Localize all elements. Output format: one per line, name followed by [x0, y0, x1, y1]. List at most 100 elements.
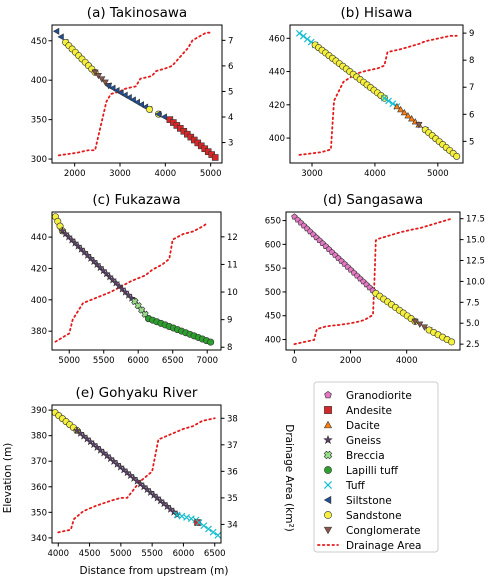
y-tick-label: 600 — [265, 240, 281, 250]
x-tick-label: 3000 — [109, 169, 131, 179]
gneiss-point — [82, 434, 92, 443]
gneiss-point — [96, 263, 105, 272]
legend-marker — [324, 406, 332, 414]
legend-item-dacite: Dacite — [323, 420, 380, 432]
sandstone-point — [448, 338, 456, 346]
y2-tick-label: 35 — [227, 494, 238, 504]
gneiss-point — [102, 269, 111, 278]
y-tick-label: 340 — [31, 534, 47, 544]
drainage-area-line — [293, 217, 453, 346]
conglomerate-point — [91, 69, 99, 76]
legend-label: Drainage Area — [346, 540, 421, 552]
gneiss-point — [159, 499, 168, 508]
gneiss-point — [111, 278, 120, 287]
x-tick-label: 6500 — [162, 356, 184, 366]
siltstone-point — [113, 86, 120, 94]
x-tick-label: 6000 — [127, 356, 149, 366]
x-tick-label: 4000 — [396, 356, 418, 366]
x-tick-label: 5000 — [58, 356, 80, 366]
plot-frame — [51, 404, 222, 544]
y2-tick-label: 4 — [228, 113, 233, 123]
gneiss-point — [89, 257, 98, 265]
legend-item-drainage-area: Drainage Area — [317, 540, 421, 552]
gneiss-point — [166, 504, 175, 513]
y2-tick-label: 5 — [228, 87, 233, 97]
tuff-point — [296, 29, 303, 37]
y2-axis-label: Drainage Area (km²) — [283, 424, 295, 532]
panel-2: (b) Hisawa 3000 4000 5000 400 420 440 460 5 6 7 8 9 — [269, 5, 475, 179]
tuff-point — [195, 519, 203, 526]
drainage-area-line — [57, 417, 216, 534]
legend-label: Siltstone — [346, 495, 392, 507]
legend-item-granodiorite: Granodiorite — [324, 390, 412, 402]
legend-marker — [324, 391, 332, 399]
conglomerate-point — [98, 76, 106, 83]
legend-item-sandstone: Sandstone — [324, 510, 402, 522]
gneiss-point — [76, 429, 85, 437]
gneiss-point — [143, 485, 152, 494]
legend-item-breccia: Breccia — [323, 450, 385, 462]
legend: Granodiorite Andesite Dacite Gneiss Breccia L… — [313, 381, 439, 553]
siltstone-point — [125, 94, 132, 102]
legend-label: Dacite — [346, 420, 380, 432]
dacite-point — [397, 105, 405, 113]
tuff-point — [205, 525, 212, 533]
panel-1: (a) Takinosawa 2000 3000 4000 5000 300 350 400 4… — [31, 5, 234, 179]
gneiss-point — [77, 244, 86, 253]
legend-label: Conglomerate — [346, 525, 420, 537]
gneiss-point — [105, 272, 114, 281]
gneiss-point — [92, 260, 102, 269]
legend-label: Gneiss — [346, 435, 381, 447]
dacite-point — [408, 115, 416, 122]
conglomerate-point — [94, 72, 102, 80]
andesite-point — [211, 154, 219, 161]
plot-frame — [51, 211, 222, 351]
y-tick-label: 380 — [31, 432, 47, 442]
gneiss-point — [73, 241, 83, 250]
y2-tick-label: 12 — [227, 233, 238, 243]
y2-tick-label: 12.5 — [466, 257, 485, 267]
tuff-point — [380, 94, 388, 102]
x-tick-label: 7000 — [196, 356, 218, 366]
y-tick-label: 360 — [31, 483, 47, 493]
gneiss-point — [61, 229, 70, 238]
y2-tick-label: 6 — [228, 62, 233, 72]
y2-tick-label: 36 — [227, 467, 238, 477]
gneiss-point — [126, 471, 135, 480]
legend-item-lapilli-tuff: Lapilli tuff — [324, 465, 399, 477]
y-tick-label: 400 — [269, 134, 285, 144]
y-tick-label: 550 — [265, 264, 281, 274]
legend-marker — [324, 466, 332, 474]
gneiss-point — [112, 459, 122, 468]
gneiss-point — [79, 431, 88, 440]
gneiss-point — [89, 440, 98, 449]
y-tick-label: 440 — [269, 68, 285, 78]
panel-4: (d) Sangasawa 0 2000 4000 400 450 500 550 600 650… — [265, 192, 485, 366]
gneiss-point — [86, 437, 95, 446]
y-tick-label: 390 — [31, 406, 47, 416]
y2-tick-label: 8 — [227, 343, 232, 353]
legend-marker — [324, 511, 332, 519]
panel-5: (e) Gohyaku River 4000 4500 5000 5500 6000 650… — [31, 385, 238, 559]
dacite-point — [400, 108, 408, 116]
gneiss-point — [109, 457, 118, 465]
tuff-point — [385, 97, 392, 105]
y-tick-label: 450 — [31, 37, 47, 47]
gneiss-point — [169, 507, 178, 516]
x-tick-label: 5000 — [427, 169, 449, 179]
y2-tick-label: 7 — [228, 36, 233, 46]
gneiss-point — [106, 454, 115, 463]
y2-tick-label: 38 — [227, 414, 238, 424]
y-tick-label: 460 — [269, 34, 285, 44]
sandstone-point — [145, 105, 153, 113]
gneiss-point — [102, 451, 112, 460]
gneiss-point — [99, 266, 108, 275]
legend-marker — [323, 420, 333, 429]
siltstone-point — [109, 84, 116, 92]
y2-tick-label: 9 — [227, 316, 232, 326]
x-tick-label: 2000 — [340, 356, 362, 366]
x-tick-label: 5000 — [200, 169, 222, 179]
legend-item-conglomerate: Conglomerate — [323, 525, 420, 537]
y2-tick-label: 7.5 — [466, 298, 480, 308]
